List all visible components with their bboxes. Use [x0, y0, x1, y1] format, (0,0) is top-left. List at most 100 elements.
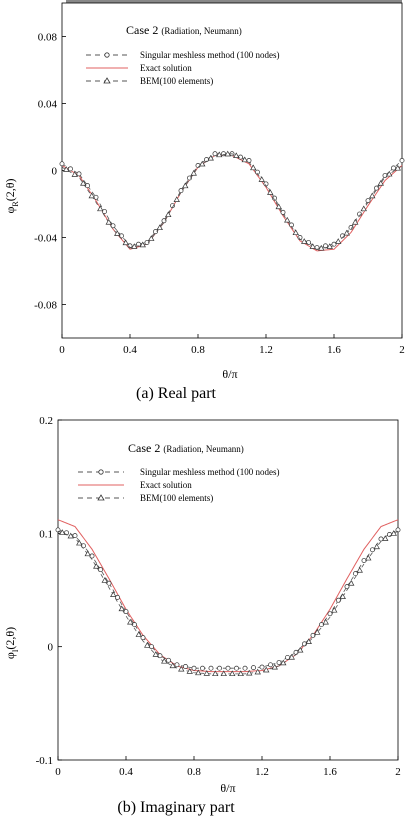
- data-point-circle: [174, 662, 180, 668]
- data-point-circle: [195, 163, 201, 168]
- legend-entry-bem: BEM(100 elements): [78, 493, 213, 503]
- data-point-triangle: [76, 539, 83, 546]
- data-point-circle: [242, 665, 248, 671]
- data-point-triangle: [271, 663, 278, 670]
- legend-entry-meshless: Singular meshless method (100 nodes): [86, 50, 279, 60]
- data-point-circle: [378, 536, 384, 542]
- data-point-triangle: [314, 628, 321, 635]
- series-meshless: [59, 151, 405, 250]
- data-point-triangle: [84, 550, 91, 557]
- data-point-triangle: [186, 668, 193, 674]
- data-point-triangle: [88, 192, 95, 199]
- panel-imaginary-part: -0.100.10.2 0 0.4 0.8 1.2 1.6 2 φI(2,θ) θ/π (…: [3, 415, 401, 816]
- data-point-triangle: [101, 577, 108, 583]
- x-tick-labels: 0 0.4 0.8 1.2 1.6 2: [59, 334, 405, 356]
- data-point-circle: [144, 240, 150, 245]
- data-point-triangle: [199, 160, 206, 167]
- data-point-triangle: [71, 171, 78, 177]
- y-axis-label: φI(2,θ): [3, 627, 20, 659]
- data-point-circle: [391, 165, 396, 171]
- data-point-circle: [319, 622, 324, 628]
- data-point-circle: [132, 622, 137, 628]
- x-tick-label: 0.8: [187, 766, 201, 778]
- series-line: [57, 530, 399, 675]
- x-tick-label: 0.4: [123, 344, 137, 356]
- data-point-triangle: [263, 666, 270, 673]
- data-point-circle: [187, 175, 192, 181]
- x-tick-label: 1.6: [327, 344, 341, 356]
- data-point-triangle: [178, 665, 185, 672]
- data-point-triangle: [67, 532, 74, 539]
- data-point-circle: [59, 161, 65, 167]
- data-point-circle: [323, 243, 328, 249]
- data-point-triangle: [148, 235, 155, 241]
- exact-solution-line: [57, 519, 399, 673]
- y-tick-label: -0.04: [34, 233, 57, 245]
- data-point-triangle: [135, 631, 142, 637]
- data-point-triangle: [318, 244, 325, 251]
- x-tick-label: 0: [55, 766, 61, 778]
- exact-solution-curve: [61, 154, 403, 252]
- y-tick-labels: -0.1 0 0.1 0.2: [36, 415, 62, 767]
- x-tick-label: 2: [395, 766, 401, 778]
- x-tick-labels: 0 0.4 0.8 1.2 1.6 2: [55, 756, 401, 778]
- data-point-triangle: [59, 529, 66, 535]
- data-point-triangle: [229, 670, 236, 677]
- data-point-circle: [106, 580, 112, 586]
- data-point-triangle: [144, 642, 151, 648]
- data-point-circle: [200, 665, 205, 671]
- data-point-triangle: [207, 154, 214, 161]
- series-meshless: [55, 527, 401, 671]
- data-point-circle: [259, 664, 265, 670]
- data-point-circle: [183, 664, 188, 669]
- data-point-triangle: [275, 203, 282, 210]
- legend: Singular meshless method (100 nodes) Exa…: [78, 467, 279, 503]
- data-point-triangle: [254, 668, 261, 675]
- data-point-circle: [280, 209, 286, 215]
- data-point-triangle: [322, 618, 329, 625]
- data-point-triangle: [288, 653, 295, 660]
- data-point-triangle: [97, 205, 104, 212]
- data-point-triangle: [165, 211, 172, 218]
- data-point-circle: [136, 241, 141, 247]
- data-point-triangle: [203, 670, 210, 676]
- data-point-circle: [55, 527, 61, 533]
- data-point-circle: [161, 218, 167, 224]
- data-point-triangle: [212, 670, 219, 677]
- data-point-triangle: [161, 657, 168, 664]
- data-point-triangle: [195, 669, 202, 676]
- case-annotation: Case 2 (Radiation, Neumann): [126, 23, 242, 37]
- data-point-triangle: [152, 651, 159, 657]
- data-point-circle: [399, 157, 405, 163]
- data-point-triangle: [331, 606, 338, 613]
- data-point-circle: [115, 594, 120, 600]
- exact-solution-curve: [57, 519, 399, 673]
- x-tick-label: 0.4: [119, 766, 133, 778]
- data-point-triangle: [237, 670, 244, 677]
- data-point-circle: [331, 241, 337, 247]
- series-line: [61, 153, 403, 248]
- data-point-triangle: [382, 535, 389, 541]
- data-point-circle: [276, 660, 282, 665]
- data-point-circle: [361, 558, 367, 563]
- data-point-circle: [353, 571, 358, 577]
- legend-entry-bem: BEM(100 elements): [86, 76, 213, 86]
- panel-real-part: -0.08 -0.04 0 0.04 0.08 0 0.4 0.8 1.2 1.6 2 φR(2,…: [3, 2, 405, 402]
- data-point-circle: [251, 665, 256, 671]
- data-point-triangle: [169, 662, 176, 669]
- caption-real-part: (a) Real part: [136, 385, 217, 402]
- data-point-triangle: [156, 224, 163, 231]
- data-point-circle: [212, 151, 218, 157]
- data-point-triangle: [360, 205, 367, 212]
- x-axis-label: θ/π: [222, 367, 237, 381]
- data-point-circle: [221, 151, 226, 157]
- data-point-circle: [208, 665, 214, 671]
- data-point-triangle: [139, 241, 146, 248]
- data-point-triangle: [292, 229, 299, 236]
- legend-label-meshless: Singular meshless method (100 nodes): [140, 467, 279, 477]
- data-point-triangle: [377, 179, 384, 186]
- data-point-triangle: [373, 543, 380, 550]
- data-point-circle: [306, 240, 311, 245]
- data-point-circle: [374, 185, 379, 191]
